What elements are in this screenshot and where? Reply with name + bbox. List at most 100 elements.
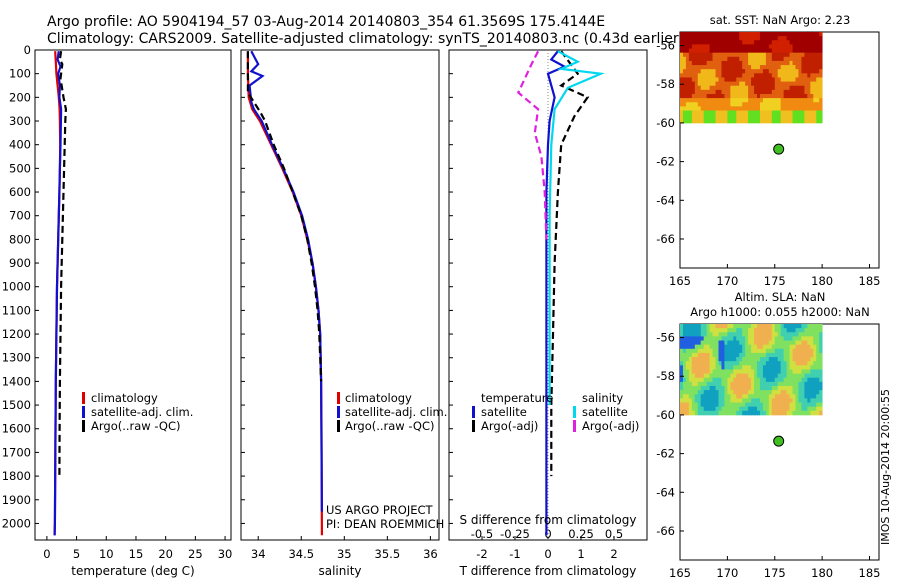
map-cell <box>792 65 796 70</box>
map-cell <box>754 40 758 45</box>
map-cell <box>801 394 805 399</box>
map-cell <box>792 373 796 379</box>
map-cell <box>700 328 705 333</box>
map-cell <box>730 36 734 41</box>
map-cell <box>721 398 725 403</box>
map-cell <box>748 373 752 379</box>
map-cell <box>703 69 708 74</box>
map-cell <box>680 369 684 374</box>
depth-tick-label: 300 <box>9 114 31 128</box>
map-cell <box>759 398 764 403</box>
map-cell <box>721 377 725 383</box>
map-cell <box>688 328 693 333</box>
map-cell <box>804 40 808 45</box>
map-cell <box>780 89 785 95</box>
map-cell <box>742 69 746 74</box>
map-cell <box>721 98 725 103</box>
map-cell <box>754 106 758 111</box>
map-cell <box>694 44 699 49</box>
map-cell <box>727 69 731 74</box>
map-cell <box>727 402 731 408</box>
map-cell <box>780 77 785 82</box>
map-cell <box>768 352 773 358</box>
map-cell <box>691 32 696 37</box>
map-cell <box>819 369 823 374</box>
map-cell <box>709 32 713 37</box>
map-cell <box>813 110 817 116</box>
map-cell <box>736 390 740 395</box>
map-cell <box>786 402 790 408</box>
map-cell <box>742 110 746 116</box>
map-cell <box>700 402 705 408</box>
map-cell <box>730 106 734 111</box>
map-cell <box>751 118 755 124</box>
map-cell <box>706 398 711 403</box>
map-cell <box>751 385 755 391</box>
map-cell <box>819 89 823 95</box>
map-cell <box>819 118 823 124</box>
x-tick-label: 34 <box>251 547 266 561</box>
map-cell <box>703 56 708 62</box>
map-cell <box>703 336 708 341</box>
map-cell <box>759 81 764 87</box>
map-cell <box>813 40 817 45</box>
map-cell <box>739 77 743 82</box>
map-cell <box>780 348 785 354</box>
map-cell <box>709 394 713 399</box>
map-cell <box>777 81 782 87</box>
map-cell <box>807 385 811 391</box>
map-cell <box>801 52 805 58</box>
map-cell <box>807 40 811 45</box>
map-cell <box>774 336 779 341</box>
map-cell <box>739 406 743 412</box>
map-cell <box>774 106 779 111</box>
map-cell <box>682 361 687 366</box>
map-cell <box>685 340 690 346</box>
map-cell <box>700 110 705 116</box>
map-cell <box>789 114 793 120</box>
map-cell <box>786 348 790 354</box>
map-cell <box>739 98 743 103</box>
map-cell <box>682 60 687 66</box>
map-cell <box>691 89 696 95</box>
map-cell <box>685 52 690 58</box>
map-cell <box>685 60 690 66</box>
map-cell <box>715 52 719 58</box>
map-cell <box>694 336 699 341</box>
map-cell <box>756 81 761 87</box>
map-cell <box>703 390 708 395</box>
map-cell <box>813 114 817 120</box>
map-cell <box>718 352 722 358</box>
map-cell <box>733 406 737 412</box>
map-cell <box>706 369 711 374</box>
map-cell <box>780 32 785 37</box>
map-cell <box>709 385 713 391</box>
depth-tick-label: 700 <box>9 209 31 223</box>
map-cell <box>724 81 728 87</box>
map-cell <box>748 118 752 124</box>
x-tick-label: 20 <box>158 547 173 561</box>
imos-timestamp: IMOS 10-Aug-2014 20:00:55 <box>879 389 892 545</box>
map-cell <box>688 394 693 399</box>
map-cell <box>783 336 788 341</box>
map-cell <box>807 114 811 120</box>
map-cell <box>780 73 785 78</box>
temperature-legend: climatology satellite-adj. clim. Argo(..… <box>82 391 193 433</box>
map-cell <box>762 48 767 54</box>
map-cell <box>771 348 776 354</box>
map-cell <box>712 344 716 350</box>
map-cell <box>759 36 764 41</box>
map-cell <box>759 56 764 62</box>
map-cell <box>727 348 731 354</box>
map-cell <box>768 69 773 74</box>
pi-annotation: PI: DEAN ROEMMICH <box>326 517 444 531</box>
map-cell <box>691 106 696 111</box>
map-cell <box>697 118 702 124</box>
map-cell <box>724 328 728 333</box>
x-tick-label: 36 <box>423 547 438 561</box>
map-cell <box>691 69 696 74</box>
map-cell <box>798 110 802 116</box>
map-cell <box>762 52 767 58</box>
map-cell <box>751 332 755 337</box>
map-cell <box>727 377 731 383</box>
